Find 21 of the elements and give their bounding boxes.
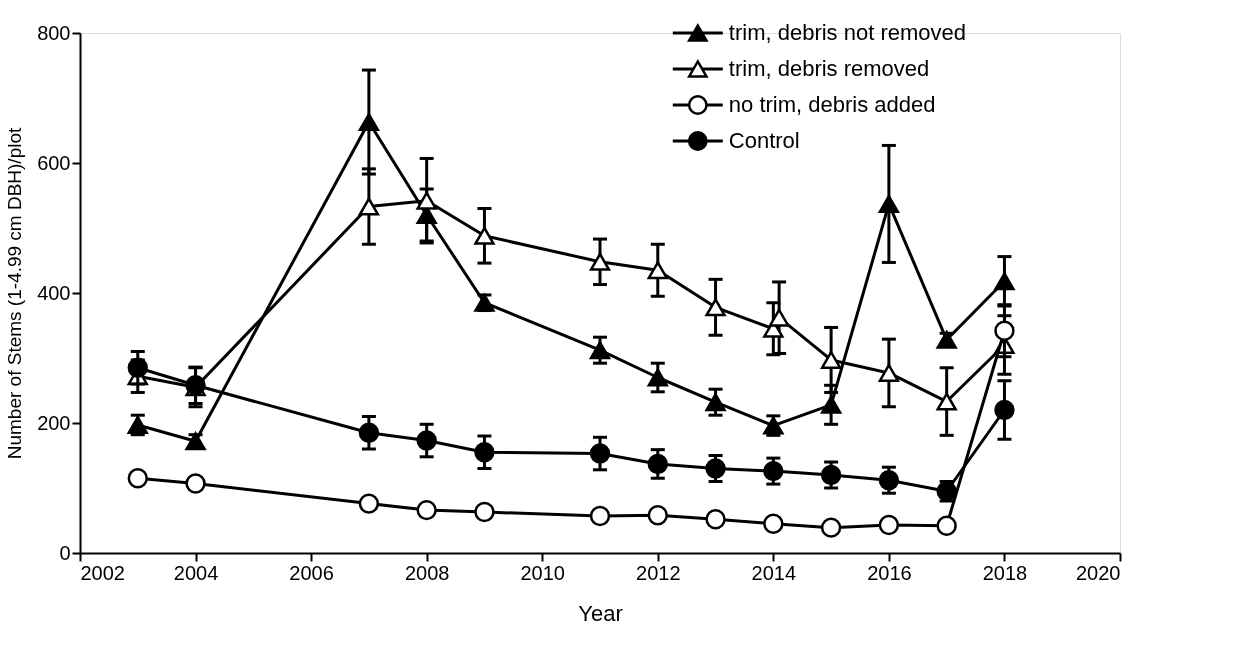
x-tick-label: 2004: [173, 561, 219, 584]
x-axis-title: Year: [578, 600, 623, 626]
legend-label: Control: [728, 128, 800, 153]
y-axis-title: Number of Stems (1-4.99 cm DBH)/plot: [4, 127, 26, 460]
x-tick-label: 2002: [80, 561, 125, 584]
y-tick-label: 0: [59, 541, 71, 564]
x-tick-label: 2006: [289, 561, 334, 584]
legend-label: trim, debris not removed: [728, 20, 966, 45]
x-tick-label: 2016: [867, 561, 912, 584]
x-tick-label: 2008: [404, 561, 450, 584]
x-tick-label: 2018: [982, 561, 1028, 584]
x-tick-label: 2014: [751, 561, 797, 584]
y-tick-label: 200: [37, 411, 71, 434]
legend-label: trim, debris removed: [728, 56, 930, 81]
y-tick-label: 400: [37, 281, 71, 304]
y-tick-label: 800: [37, 21, 71, 44]
y-tick-label: 600: [37, 151, 71, 174]
x-tick-label: 2010: [520, 561, 565, 584]
legend-label: no trim, debris added: [728, 92, 936, 117]
x-tick-label: 2020: [1076, 561, 1121, 584]
x-tick-label: 2012: [636, 561, 681, 584]
